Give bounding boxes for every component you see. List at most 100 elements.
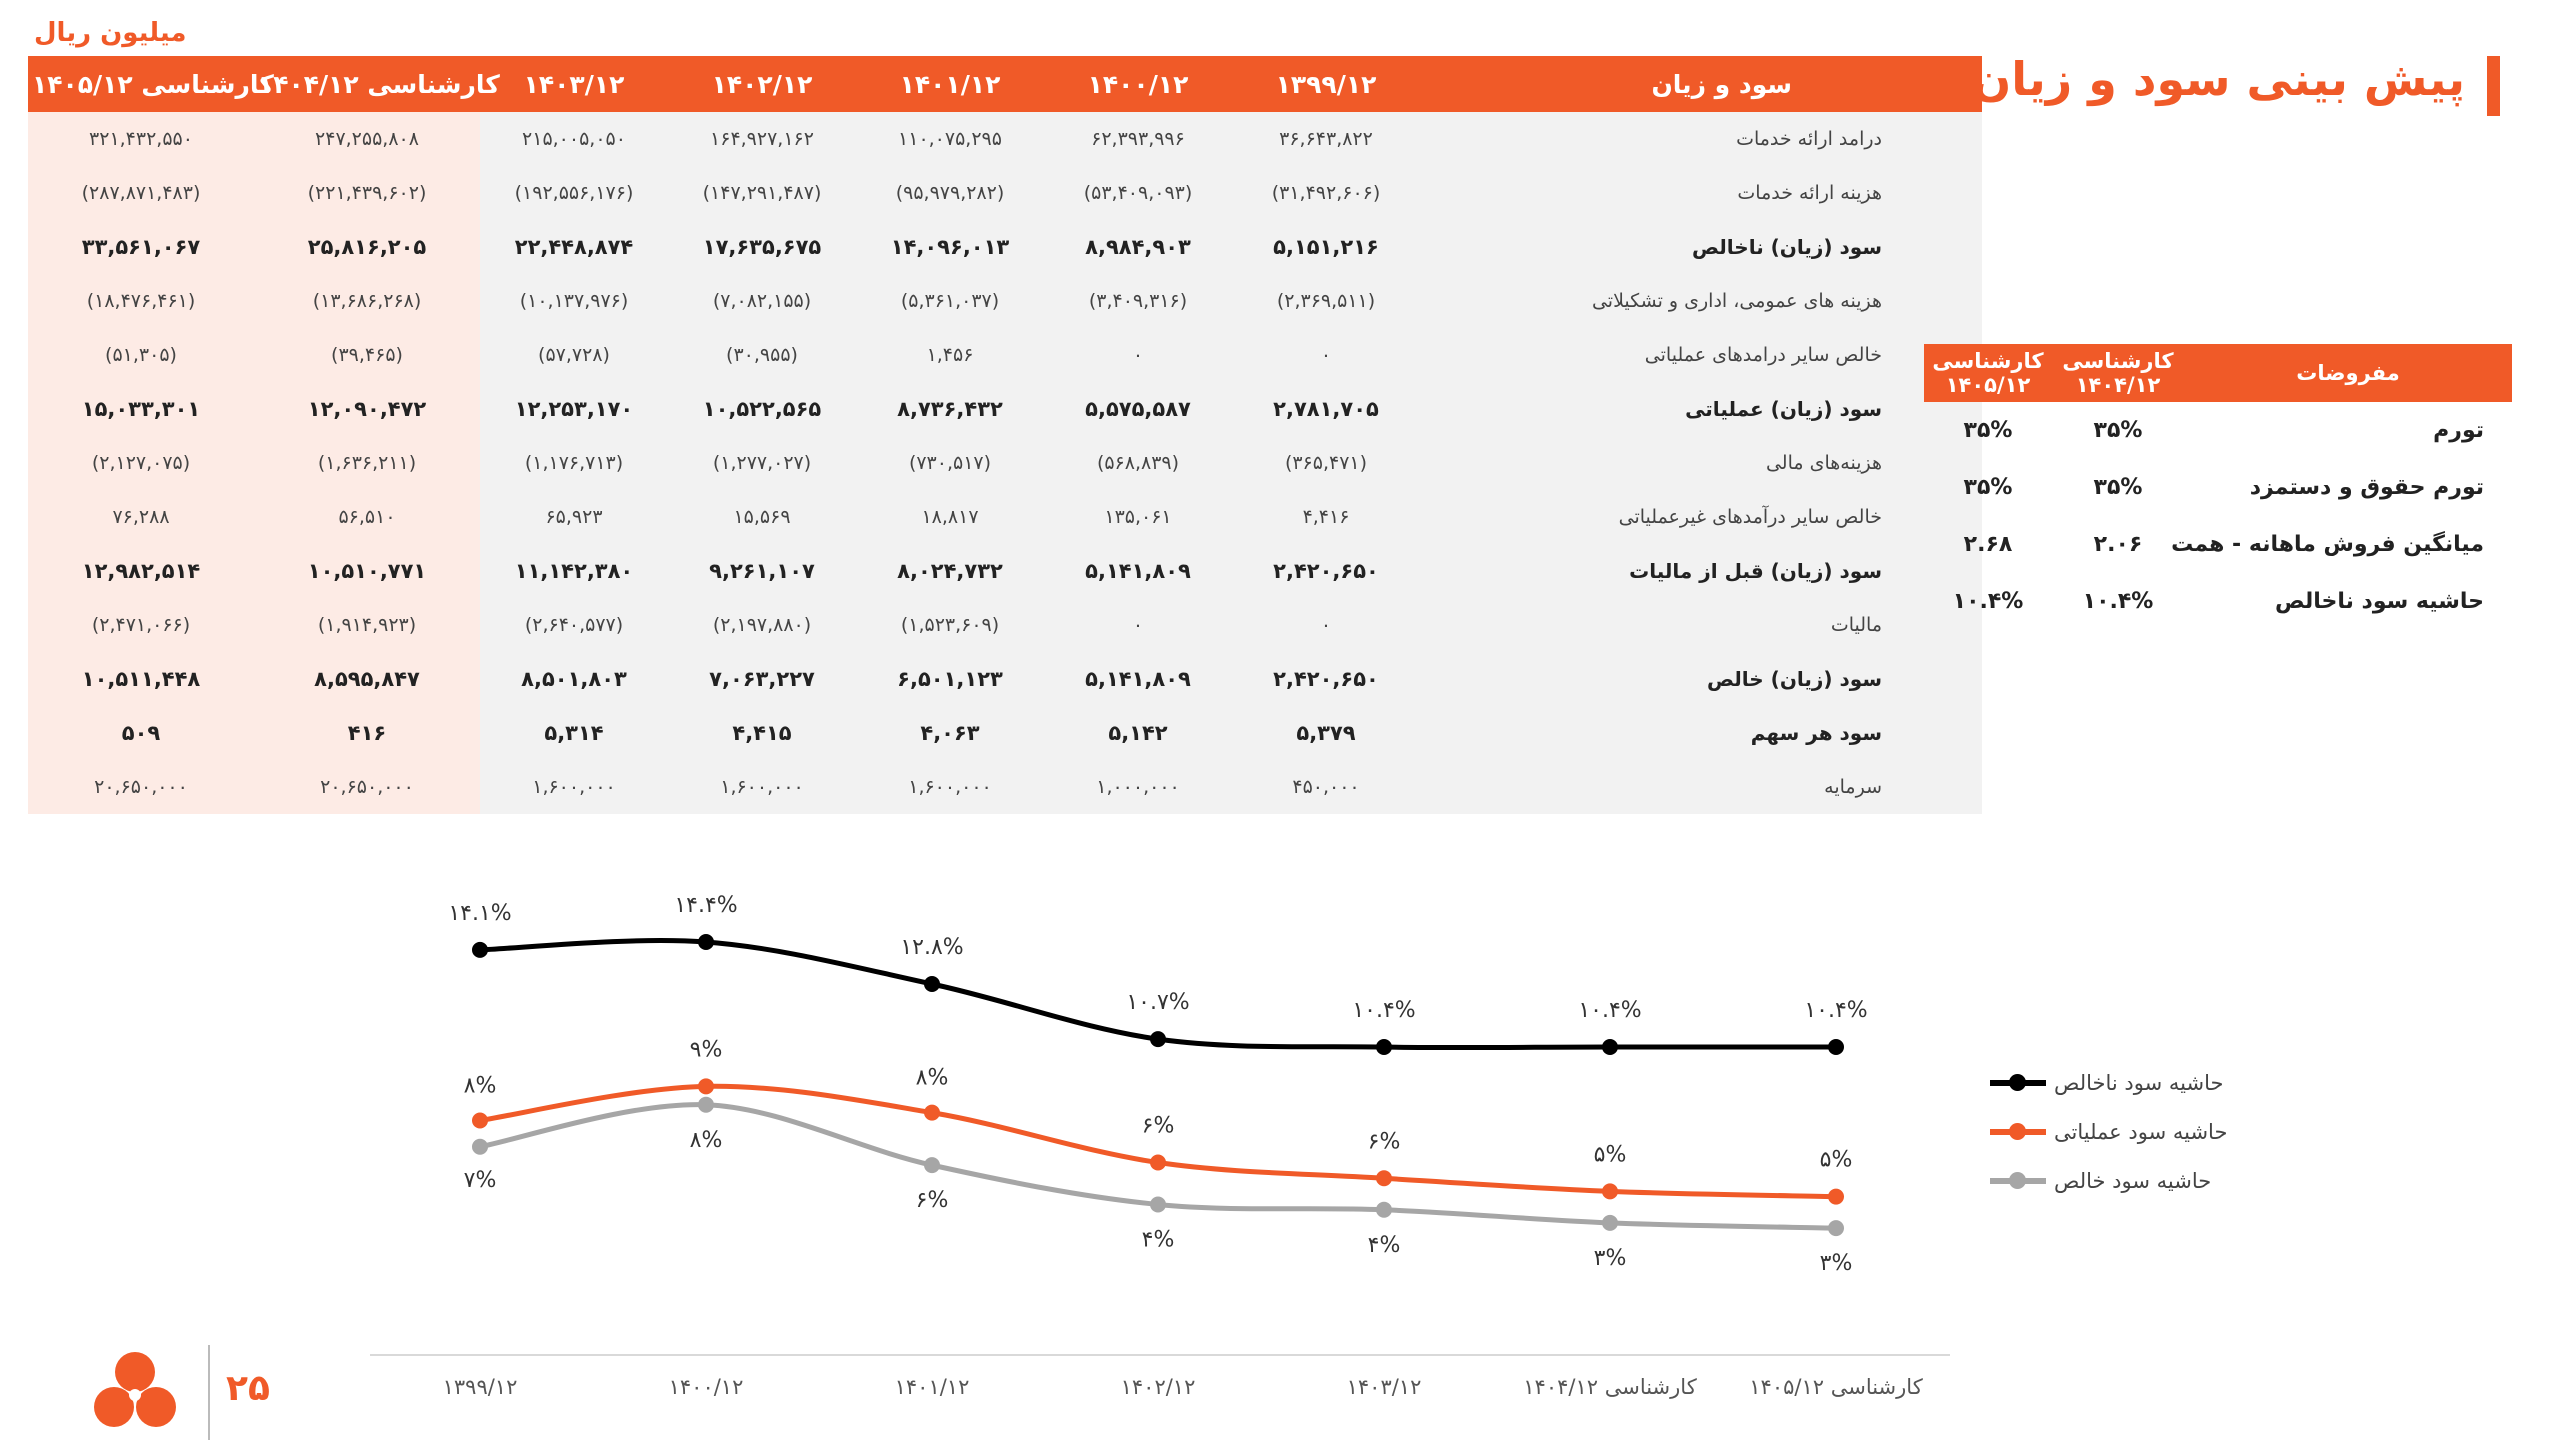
legend-item: حاشیه سود خالص bbox=[1990, 1156, 2227, 1205]
assumption-row: ۳۵% ۳۵% تورم bbox=[1924, 402, 2512, 459]
header-1399: ۱۳۹۹/۱۲ bbox=[1232, 56, 1420, 112]
header-1401: ۱۴۰۱/۱۲ bbox=[856, 56, 1044, 112]
x-tick-label: کارشناسی ۱۴۰۴/۱۲ bbox=[1523, 1375, 1696, 1399]
pl-cell-1401: ۱,۶۰۰,۰۰۰ bbox=[856, 760, 1044, 814]
pl-row: ۳۳,۵۶۱,۰۶۷ ۲۵,۸۱۶,۲۰۵ ۲۲,۴۴۸,۸۷۴ ۱۷,۶۳۵,۶۷۵… bbox=[28, 220, 1982, 274]
legend-swatch bbox=[1990, 1122, 2046, 1140]
pl-cell-1402: ۱۰,۵۲۲,۵۶۵ bbox=[668, 382, 856, 436]
pl-cell-1401: ۶,۵۰۱,۱۲۳ bbox=[856, 652, 1044, 706]
pl-cell-1399: ۵,۱۵۱,۲۱۶ bbox=[1232, 220, 1420, 274]
pl-cell-1399: ۲,۴۲۰,۶۵۰ bbox=[1232, 652, 1420, 706]
pl-cell-1403: (۵۷,۷۲۸) bbox=[480, 328, 668, 382]
pl-cell-1404: ۱۲,۰۹۰,۴۷۲ bbox=[254, 382, 480, 436]
unit-label: میلیون ریال bbox=[34, 18, 187, 48]
assumption-row: ۲.۶۸ ۲.۰۶ میانگین فروش ماهانه - همت bbox=[1924, 516, 2512, 573]
pl-cell-1401: ۱۸,۸۱۷ bbox=[856, 490, 1044, 544]
pl-cell-1405: ۵۰۹ bbox=[28, 706, 254, 760]
pl-cell-1403: (۲,۶۴۰,۵۷۷) bbox=[480, 598, 668, 652]
assumptions-table-body: ۳۵% ۳۵% تورم ۳۵% ۳۵% تورم حقوق و دستمزد ۲.۶۸ ۲.… bbox=[1924, 402, 2512, 630]
header-line: کارشناسی bbox=[1932, 349, 2044, 373]
pl-cell-1400: ۵,۱۴۱,۸۰۹ bbox=[1044, 544, 1232, 598]
pl-cell-1405: (۲,۴۷۱,۰۶۶) bbox=[28, 598, 254, 652]
pl-cell-1403: (۱,۱۷۶,۷۱۳) bbox=[480, 436, 668, 490]
legend-item: حاشیه سود ناخالص bbox=[1990, 1058, 2227, 1107]
header-est-1404: کارشناسی ۱۴۰۴/۱۲ bbox=[254, 56, 500, 112]
data-label: ۱۰.۴% bbox=[1804, 998, 1867, 1023]
pl-cell-1403: ۲۱۵,۰۰۵,۰۵۰ bbox=[480, 112, 668, 166]
legend-label: حاشیه سود ناخالص bbox=[2054, 1070, 2224, 1095]
pl-cell-1403: ۶۵,۹۲۳ bbox=[480, 490, 668, 544]
pl-cell-1400: ۰ bbox=[1044, 328, 1232, 382]
pl-cell-1404: (۱,۹۱۴,۹۲۳) bbox=[254, 598, 480, 652]
data-label: ۶% bbox=[1368, 1129, 1401, 1154]
data-point bbox=[1376, 1201, 1392, 1218]
pl-cell-1399: (۳۱,۴۹۲,۶۰۶) bbox=[1232, 166, 1420, 220]
pl-cell-1399: ۴۵۰,۰۰۰ bbox=[1232, 760, 1420, 814]
pl-row: ۲۰,۶۵۰,۰۰۰ ۲۰,۶۵۰,۰۰۰ ۱,۶۰۰,۰۰۰ ۱,۶۰۰,۰۰۰ ۱,… bbox=[28, 760, 1982, 814]
pl-cell-1404: (۲۲۱,۴۳۹,۶۰۲) bbox=[254, 166, 480, 220]
data-point bbox=[698, 934, 714, 950]
data-point bbox=[472, 1138, 488, 1155]
pl-row: ۵۰۹ ۴۱۶ ۵,۳۱۴ ۴,۴۱۵ ۴,۰۶۳ ۵,۱۴۲ ۵,۳۷۹ سود هر سه… bbox=[28, 706, 1982, 760]
header-1400: ۱۴۰۰/۱۲ bbox=[1044, 56, 1232, 112]
pl-cell-1404: (۱,۶۳۶,۲۱۱) bbox=[254, 436, 480, 490]
data-label: ۴% bbox=[1142, 1228, 1175, 1253]
pl-cell-1403: (۱۹۲,۵۵۶,۱۷۶) bbox=[480, 166, 668, 220]
data-label: ۱۰.۷% bbox=[1126, 990, 1189, 1015]
data-label: ۵% bbox=[1820, 1148, 1853, 1173]
pl-row: ۳۲۱,۴۳۲,۵۵۰ ۲۴۷,۲۵۵,۸۰۸ ۲۱۵,۰۰۵,۰۵۰ ۱۶۴,۹۲۷… bbox=[28, 112, 1982, 166]
legend-label: حاشیه سود عملیاتی bbox=[2054, 1119, 2228, 1144]
pl-row-label: هزینه‌های مالی bbox=[1420, 436, 1982, 490]
pl-cell-1403: ۲۲,۴۴۸,۸۷۴ bbox=[480, 220, 668, 274]
data-label: ۸% bbox=[916, 1066, 949, 1091]
pl-cell-1400: ۵,۵۷۵,۵۸۷ bbox=[1044, 382, 1232, 436]
assumption-row: ۱۰.۴% ۱۰.۴% حاشیه سود ناخالص bbox=[1924, 573, 2512, 630]
pl-cell-1402: ۴,۴۱۵ bbox=[668, 706, 856, 760]
pl-cell-1399: (۳۶۵,۴۷۱) bbox=[1232, 436, 1420, 490]
assumption-value-1404: ۳۵% bbox=[2093, 418, 2143, 443]
data-point bbox=[1602, 1214, 1618, 1231]
pl-cell-1405: ۷۶,۲۸۸ bbox=[28, 490, 254, 544]
footer-divider bbox=[208, 1345, 210, 1440]
pl-cell-1402: (۳۰,۹۵۵) bbox=[668, 328, 856, 382]
x-tick-label: ۱۴۰۲/۱۲ bbox=[1121, 1375, 1196, 1399]
data-point bbox=[1828, 1188, 1844, 1205]
pl-cell-1404: (۱۳,۶۸۶,۲۶۸) bbox=[254, 274, 480, 328]
page-number: ۲۵ bbox=[226, 1368, 270, 1409]
chart-legend: حاشیه سود ناخالص حاشیه سود عملیاتی حاشیه س… bbox=[1990, 1058, 2227, 1205]
pl-cell-1400: ۱۳۵,۰۶۱ bbox=[1044, 490, 1232, 544]
pl-cell-1399: ۴,۴۱۶ bbox=[1232, 490, 1420, 544]
pl-cell-1405: (۲,۱۲۷,۰۷۵) bbox=[28, 436, 254, 490]
pl-cell-1404: ۸,۵۹۵,۸۴۷ bbox=[254, 652, 480, 706]
pl-cell-1402: ۱,۶۰۰,۰۰۰ bbox=[668, 760, 856, 814]
data-label: ۸% bbox=[464, 1074, 497, 1099]
pl-cell-1402: ۱۶۴,۹۲۷,۱۶۲ bbox=[668, 112, 856, 166]
pl-cell-1401: ۱۱۰,۰۷۵,۲۹۵ bbox=[856, 112, 1044, 166]
header-label: سود و زیان bbox=[1420, 56, 1982, 112]
data-label: ۱۰.۴% bbox=[1578, 998, 1641, 1023]
x-tick-label: کارشناسی ۱۴۰۵/۱۲ bbox=[1749, 1375, 1922, 1399]
data-point bbox=[924, 976, 940, 992]
x-tick-label: ۱۴۰۳/۱۲ bbox=[1347, 1375, 1422, 1399]
pl-row-label: هزینه ارائه خدمات bbox=[1420, 166, 1982, 220]
assumption-label: میانگین فروش ماهانه - همت bbox=[2171, 532, 2484, 557]
data-label: ۱۰.۴% bbox=[1352, 998, 1415, 1023]
pl-cell-1404: ۴۱۶ bbox=[254, 706, 480, 760]
pl-cell-1404: ۲۰,۶۵۰,۰۰۰ bbox=[254, 760, 480, 814]
pl-cell-1399: ۰ bbox=[1232, 328, 1420, 382]
pl-cell-1404: ۱۰,۵۱۰,۷۷۱ bbox=[254, 544, 480, 598]
data-point bbox=[1150, 1031, 1166, 1048]
pl-cell-1405: ۱۲,۹۸۲,۵۱۴ bbox=[28, 544, 254, 598]
pl-row: (۲۸۷,۸۷۱,۴۸۳) (۲۲۱,۴۳۹,۶۰۲) (۱۹۲,۵۵۶,۱۷۶)(… bbox=[28, 166, 1982, 220]
pl-row: ۱۰,۵۱۱,۴۴۸ ۸,۵۹۵,۸۴۷ ۸,۵۰۱,۸۰۳ ۷,۰۶۳,۲۲۷ ۶,۵… bbox=[28, 652, 1982, 706]
pl-cell-1405: ۱۵,۰۳۳,۳۰۱ bbox=[28, 382, 254, 436]
pl-cell-1399: ۲,۷۸۱,۷۰۵ bbox=[1232, 382, 1420, 436]
pl-cell-1400: ۵,۱۴۲ bbox=[1044, 706, 1232, 760]
legend-item: حاشیه سود عملیاتی bbox=[1990, 1107, 2227, 1156]
assumption-value-1404: ۳۵% bbox=[2093, 475, 2143, 500]
pl-header-row: کارشناسی ۱۴۰۵/۱۲ کارشناسی ۱۴۰۴/۱۲ ۱۴۰۳/۱… bbox=[28, 56, 1982, 112]
pl-row: (۱۸,۴۷۶,۴۶۱) (۱۳,۶۸۶,۲۶۸) (۱۰,۱۳۷,۹۷۶) (۷,۰… bbox=[28, 274, 1982, 328]
data-label: ۷% bbox=[464, 1168, 497, 1193]
pl-cell-1402: ۹,۲۶۱,۱۰۷ bbox=[668, 544, 856, 598]
pl-cell-1403: (۱۰,۱۳۷,۹۷۶) bbox=[480, 274, 668, 328]
